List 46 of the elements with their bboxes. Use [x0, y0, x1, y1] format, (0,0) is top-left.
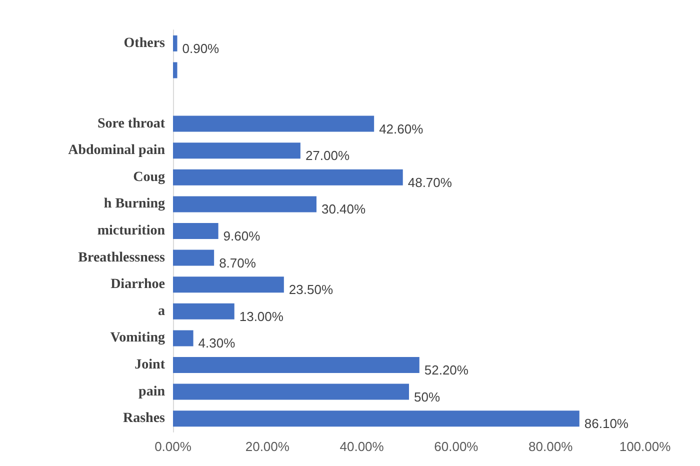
- x-tick-label: 80.00%: [528, 439, 574, 454]
- data-label: 86.10%: [584, 416, 629, 432]
- x-tick-label: 0.00%: [154, 439, 192, 454]
- bar: [173, 142, 300, 159]
- bar: [173, 62, 178, 78]
- data-label: 4.30%: [198, 336, 236, 351]
- bar: [173, 410, 580, 427]
- y-tick-label: micturition: [97, 224, 166, 238]
- bar: [173, 303, 234, 320]
- bar: [173, 384, 409, 400]
- y-tick-label: pain: [138, 384, 166, 400]
- y-tick-label: Breathlessness: [78, 250, 166, 266]
- data-label: 50%: [414, 389, 440, 404]
- bar: [173, 35, 178, 52]
- bar: [173, 196, 316, 212]
- y-tick-label: Vomiting: [110, 330, 165, 346]
- bar: [173, 357, 420, 373]
- bar: [173, 116, 374, 132]
- y-tick-label: Abdominal pain: [68, 143, 166, 158]
- bar: [173, 169, 403, 186]
- x-tick-label: 100.00%: [619, 439, 672, 454]
- y-tick-label: h Burning: [104, 196, 165, 212]
- data-label: 9.60%: [223, 228, 261, 244]
- data-label: 48.70%: [408, 174, 452, 190]
- y-tick-label: Diarrhoe: [110, 277, 165, 292]
- data-label: 0.90%: [182, 40, 220, 56]
- x-tick-label: 40.00%: [340, 439, 384, 454]
- y-tick-label: Rashes: [122, 411, 166, 426]
- data-label: 23.50%: [288, 282, 334, 298]
- x-tick-label: 20.00%: [245, 439, 290, 454]
- bar: [173, 250, 214, 266]
- bar: [173, 276, 284, 293]
- data-label: 30.40%: [321, 202, 366, 217]
- data-label: 52.20%: [424, 362, 469, 378]
- y-tick-label: Coug: [133, 170, 165, 185]
- y-tick-label: Sore throat: [97, 116, 166, 132]
- data-label: 8.70%: [219, 255, 256, 270]
- data-label: 42.60%: [379, 121, 424, 136]
- bar: [173, 330, 194, 346]
- y-tick-label: a: [158, 304, 165, 319]
- data-label: 13.00%: [239, 308, 284, 324]
- y-tick-label: Joint: [134, 358, 166, 372]
- y-tick-label: Others: [124, 36, 166, 51]
- bar: [173, 223, 218, 239]
- data-label: 27.00%: [305, 148, 350, 164]
- x-tick-label: 60.00%: [434, 439, 479, 454]
